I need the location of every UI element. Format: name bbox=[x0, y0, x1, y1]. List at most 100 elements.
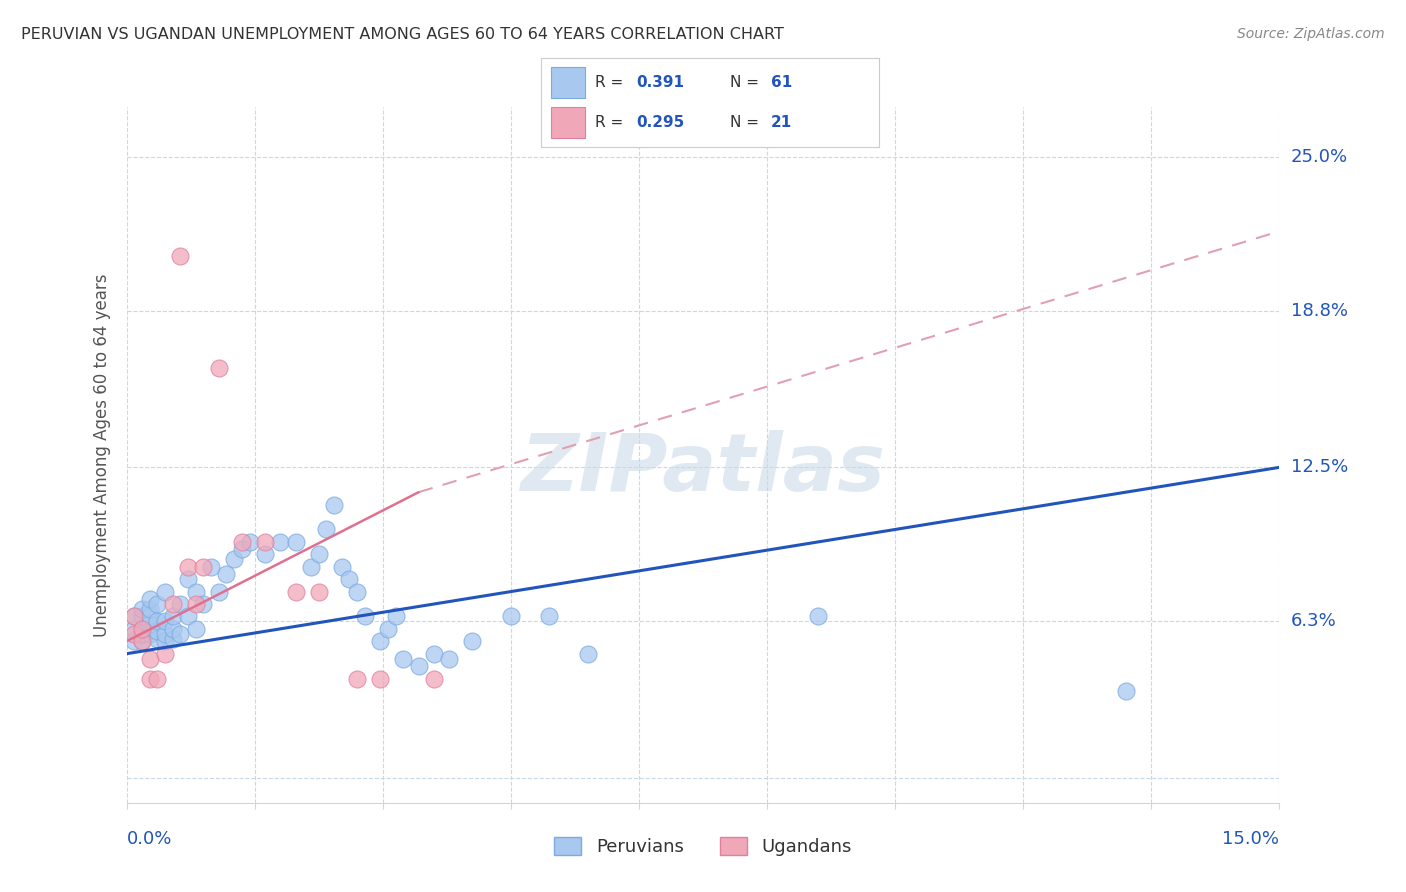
Point bbox=[284, 534, 307, 549]
Point bbox=[253, 547, 276, 561]
Y-axis label: Unemployment Among Ages 60 to 64 years: Unemployment Among Ages 60 to 64 years bbox=[93, 273, 111, 637]
Point bbox=[208, 361, 231, 376]
Text: 61: 61 bbox=[770, 75, 792, 90]
Point bbox=[162, 597, 184, 611]
Text: 15.0%: 15.0% bbox=[1222, 830, 1279, 847]
Text: R =: R = bbox=[595, 75, 628, 90]
Point bbox=[122, 627, 145, 641]
Point bbox=[122, 622, 145, 636]
Point bbox=[284, 584, 307, 599]
Point bbox=[208, 584, 231, 599]
Point bbox=[1115, 684, 1137, 698]
Point bbox=[131, 634, 153, 648]
Point bbox=[162, 622, 184, 636]
Point bbox=[269, 534, 291, 549]
Point bbox=[169, 627, 191, 641]
Point bbox=[193, 559, 215, 574]
Text: 25.0%: 25.0% bbox=[1291, 148, 1348, 166]
Point bbox=[461, 634, 484, 648]
Bar bbox=[551, 67, 585, 98]
Point bbox=[138, 651, 160, 665]
Point bbox=[323, 498, 346, 512]
Point bbox=[423, 647, 446, 661]
Text: R =: R = bbox=[595, 115, 628, 130]
Point bbox=[377, 622, 399, 636]
Point bbox=[200, 559, 222, 574]
Point bbox=[392, 651, 415, 665]
Text: 0.391: 0.391 bbox=[636, 75, 683, 90]
Point bbox=[177, 559, 200, 574]
Point bbox=[169, 249, 191, 263]
Text: 6.3%: 6.3% bbox=[1291, 613, 1336, 631]
Point bbox=[408, 659, 430, 673]
Point bbox=[368, 672, 391, 686]
Point bbox=[576, 647, 599, 661]
Point bbox=[131, 609, 153, 624]
Point bbox=[169, 597, 191, 611]
Point bbox=[153, 615, 176, 629]
Point bbox=[308, 584, 330, 599]
Point bbox=[308, 547, 330, 561]
Text: PERUVIAN VS UGANDAN UNEMPLOYMENT AMONG AGES 60 TO 64 YEARS CORRELATION CHART: PERUVIAN VS UGANDAN UNEMPLOYMENT AMONG A… bbox=[21, 27, 785, 42]
Point bbox=[153, 584, 176, 599]
Point bbox=[439, 651, 461, 665]
Text: 21: 21 bbox=[770, 115, 792, 130]
Point bbox=[153, 634, 176, 648]
Point bbox=[368, 634, 391, 648]
Text: ZIPatlas: ZIPatlas bbox=[520, 430, 886, 508]
Point bbox=[146, 597, 169, 611]
Point bbox=[346, 584, 368, 599]
Point bbox=[184, 584, 207, 599]
Point bbox=[138, 672, 160, 686]
Point bbox=[224, 552, 246, 566]
Point bbox=[384, 609, 406, 624]
Point bbox=[184, 597, 207, 611]
Point bbox=[153, 627, 176, 641]
Point bbox=[177, 572, 200, 586]
Point bbox=[131, 634, 153, 648]
Point bbox=[231, 534, 253, 549]
Point bbox=[146, 672, 169, 686]
Point bbox=[238, 534, 260, 549]
Point bbox=[138, 592, 160, 607]
Point bbox=[353, 609, 375, 624]
Point bbox=[122, 609, 145, 624]
Point bbox=[131, 627, 153, 641]
Point bbox=[253, 534, 276, 549]
Point bbox=[138, 609, 160, 624]
Point bbox=[122, 634, 145, 648]
Point bbox=[231, 542, 253, 557]
Point bbox=[339, 572, 361, 586]
Text: 0.295: 0.295 bbox=[636, 115, 685, 130]
Point bbox=[146, 615, 169, 629]
Point bbox=[299, 559, 322, 574]
Point bbox=[153, 647, 176, 661]
Point bbox=[423, 672, 446, 686]
Text: Source: ZipAtlas.com: Source: ZipAtlas.com bbox=[1237, 27, 1385, 41]
Point bbox=[162, 632, 184, 646]
Point bbox=[538, 609, 561, 624]
Point bbox=[193, 597, 215, 611]
Legend: Peruvians, Ugandans: Peruvians, Ugandans bbox=[547, 830, 859, 863]
Point bbox=[122, 609, 145, 624]
Point bbox=[184, 622, 207, 636]
Point bbox=[138, 616, 160, 631]
Point bbox=[146, 632, 169, 646]
Point bbox=[131, 602, 153, 616]
Point bbox=[499, 609, 522, 624]
Point bbox=[177, 609, 200, 624]
Point bbox=[315, 523, 337, 537]
Text: 12.5%: 12.5% bbox=[1291, 458, 1348, 476]
Text: N =: N = bbox=[730, 115, 763, 130]
Text: 18.8%: 18.8% bbox=[1291, 301, 1347, 320]
Point bbox=[162, 609, 184, 624]
Point bbox=[138, 627, 160, 641]
Point bbox=[131, 622, 153, 636]
Text: 0.0%: 0.0% bbox=[127, 830, 172, 847]
Point bbox=[146, 624, 169, 639]
Bar bbox=[551, 107, 585, 138]
Point bbox=[807, 609, 830, 624]
Point bbox=[215, 567, 238, 582]
Text: N =: N = bbox=[730, 75, 763, 90]
Point bbox=[330, 559, 353, 574]
